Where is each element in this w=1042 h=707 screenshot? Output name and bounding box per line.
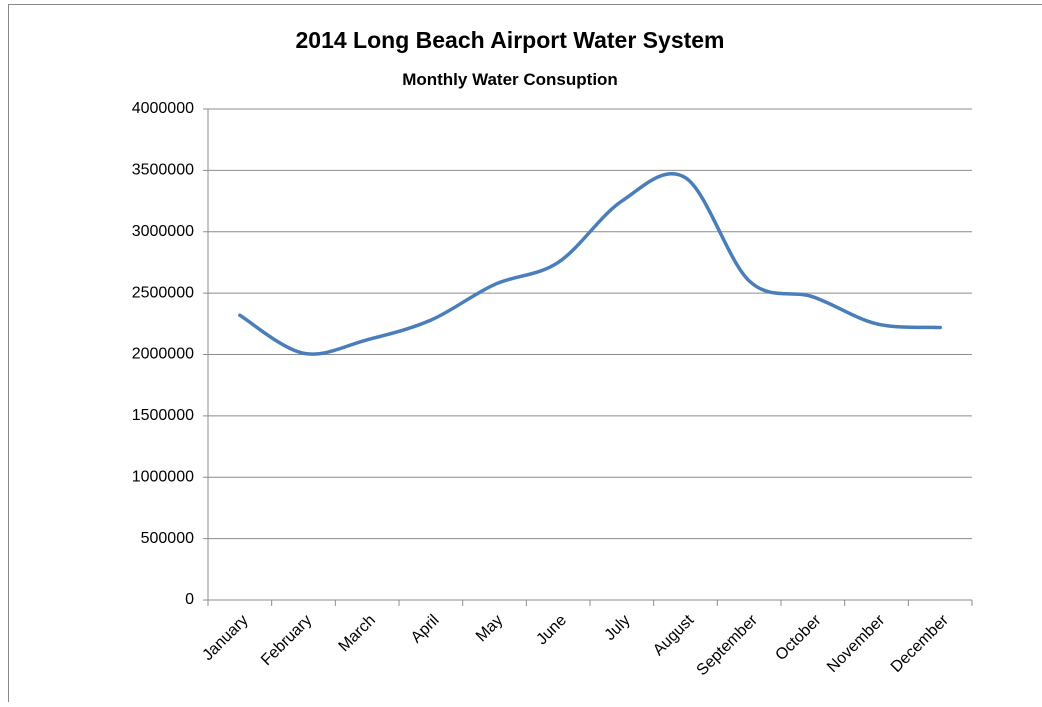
y-tick-label: 0 — [185, 591, 194, 608]
y-tick-label: 2500000 — [132, 284, 194, 301]
chart-subtitle: Monthly Water Consuption — [402, 70, 618, 89]
y-tick-label: 4000000 — [132, 100, 194, 117]
y-tick-label: 3500000 — [132, 162, 194, 179]
y-tick-label: 1000000 — [132, 468, 194, 485]
chart-title: 2014 Long Beach Airport Water System — [295, 27, 724, 53]
y-tick-label: 2000000 — [132, 346, 194, 363]
y-tick-label: 500000 — [141, 530, 194, 547]
y-tick-label: 3000000 — [132, 223, 194, 240]
y-tick-label: 1500000 — [132, 407, 194, 424]
